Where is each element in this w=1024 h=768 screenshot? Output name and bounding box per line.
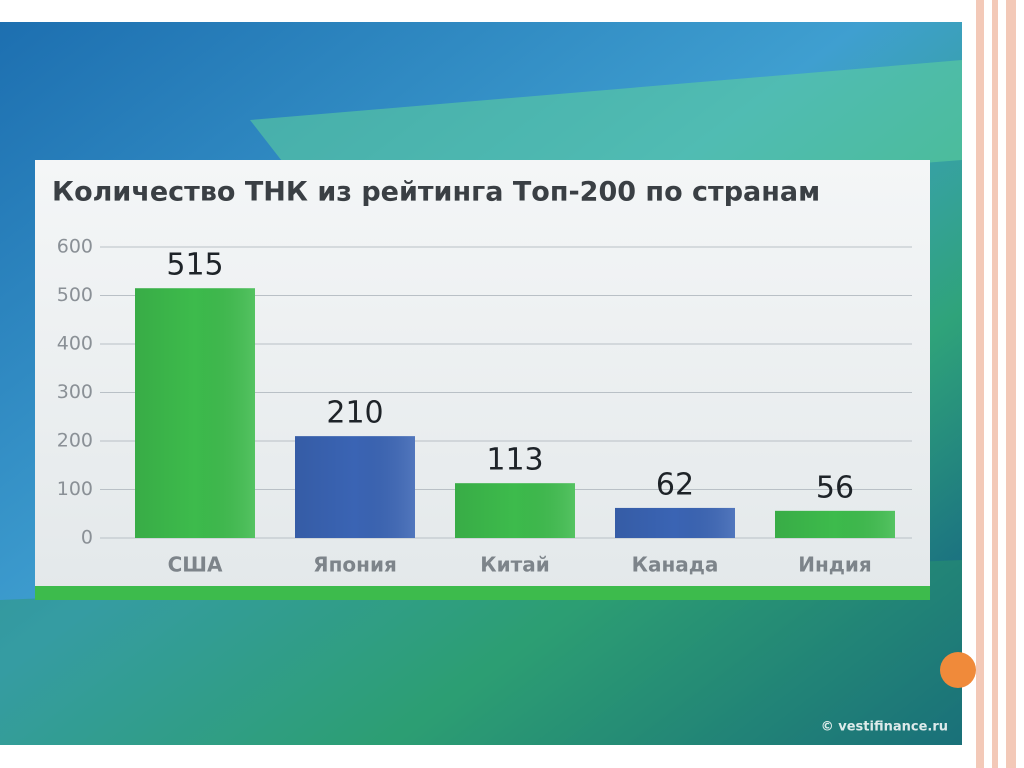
y-tick-label: 300 — [57, 381, 93, 403]
value-label: 113 — [486, 443, 543, 478]
y-tick-label: 600 — [57, 236, 93, 258]
bar-shade — [455, 483, 575, 538]
y-tick-label: 100 — [57, 478, 93, 500]
chart-title: Количество ТНК из рейтинга Топ-200 по ст… — [52, 177, 820, 208]
bar-shade — [295, 436, 415, 538]
decor-stripe — [992, 0, 998, 768]
decor-circle — [940, 652, 976, 688]
bar-shade — [615, 507, 735, 538]
x-tick-label: США — [168, 553, 223, 577]
bar-shade — [775, 510, 895, 538]
bar-shade — [135, 288, 255, 538]
x-tick-label: Китай — [480, 553, 549, 577]
value-label: 515 — [166, 248, 223, 283]
panel-edge — [35, 586, 930, 600]
decor — [0, 560, 962, 745]
value-label: 56 — [816, 470, 854, 505]
x-tick-label: Индия — [798, 553, 872, 577]
y-tick-label: 200 — [57, 430, 93, 452]
value-label: 210 — [326, 396, 383, 431]
decor-stripe — [1006, 0, 1016, 768]
x-tick-label: Япония — [313, 553, 397, 577]
source: © vestifinance.ru — [821, 720, 948, 735]
y-tick-label: 500 — [57, 284, 93, 306]
x-tick-label: Канада — [632, 553, 719, 577]
value-label: 62 — [656, 467, 694, 502]
y-tick-label: 400 — [57, 333, 93, 355]
plot: 0 100 200 300 400 500 600 США 515 Япония 210 Китай 1… — [57, 236, 912, 577]
decor-stripe — [976, 0, 984, 768]
y-tick-label: 0 — [81, 527, 93, 549]
